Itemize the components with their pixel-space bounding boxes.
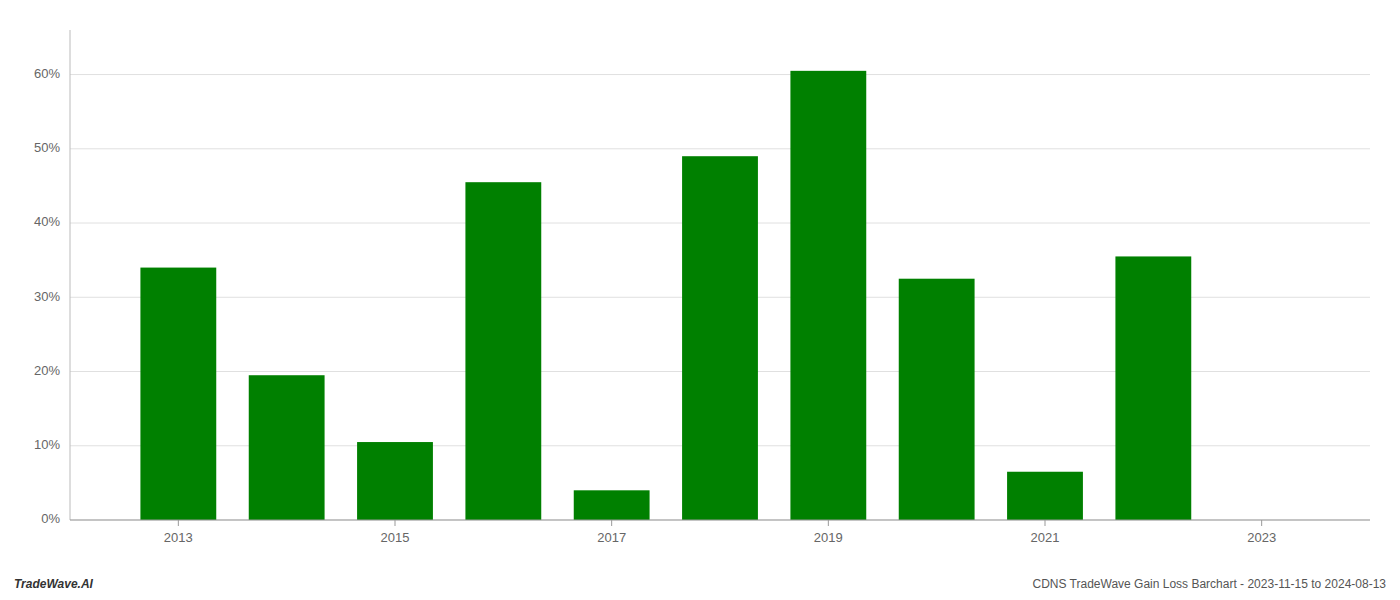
background (0, 0, 1400, 600)
bar (682, 156, 758, 520)
y-tick-label: 0% (41, 511, 60, 526)
bars (140, 71, 1191, 520)
bar (1007, 472, 1083, 520)
y-tick-label: 20% (34, 363, 60, 378)
x-tick (178, 520, 179, 526)
x-tick-label: 2015 (381, 530, 410, 545)
y-tick-label: 30% (34, 289, 60, 304)
bar (140, 268, 216, 520)
x-tick (828, 520, 829, 526)
y-tick-label: 50% (34, 140, 60, 155)
x-tick (1261, 520, 1262, 526)
footer-left: TradeWave.AI (14, 577, 94, 591)
y-grid (70, 75, 1370, 520)
bar (1115, 256, 1191, 520)
y-tick-label: 10% (34, 437, 60, 452)
x-tick (1045, 520, 1046, 526)
x-tick (395, 520, 396, 526)
chart-svg: 0% 10% 20% 30% 40% 50% 60% 2013 2015 2017 2019 2021… (0, 0, 1400, 600)
footer-right: CDNS TradeWave Gain Loss Barchart - 2023… (1032, 577, 1386, 591)
x-tick-label: 2017 (597, 530, 626, 545)
bar (574, 490, 650, 520)
x-tick-label: 2019 (814, 530, 843, 545)
grid-line (70, 74, 1370, 75)
x-tick-label: 2013 (164, 530, 193, 545)
chart-container: 0% 10% 20% 30% 40% 50% 60% 2013 2015 2017 2019 2021… (0, 0, 1400, 600)
x-tick-label: 2023 (1247, 530, 1276, 545)
x-tick-label: 2021 (1031, 530, 1060, 545)
grid-line (70, 148, 1370, 149)
x-axis-line (70, 520, 1370, 521)
bar (249, 375, 325, 520)
x-tick (611, 520, 612, 526)
y-axis-line (70, 30, 71, 520)
bar (899, 279, 975, 520)
bar (465, 182, 541, 520)
x-axis: 2013 2015 2017 2019 2021 2023 (70, 520, 1370, 545)
y-tick-label: 60% (34, 66, 60, 81)
bar (357, 442, 433, 520)
bar (790, 71, 866, 520)
grid-line (70, 520, 1370, 521)
y-tick-label: 40% (34, 214, 60, 229)
y-axis: 0% 10% 20% 30% 40% 50% 60% (34, 30, 70, 526)
